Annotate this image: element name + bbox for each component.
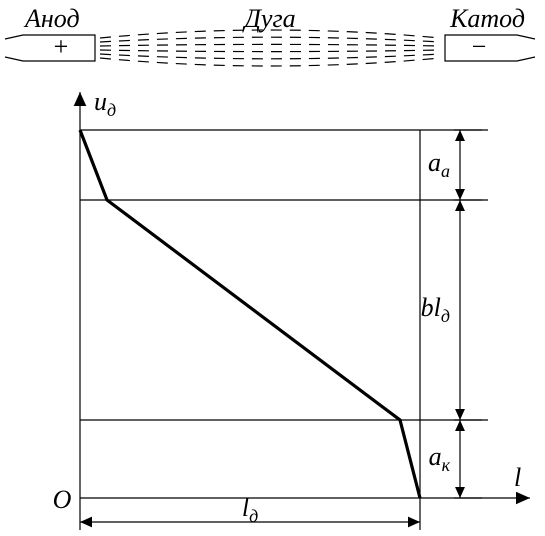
- svg-text:+: +: [54, 32, 69, 61]
- svg-text:aк: aк: [429, 442, 451, 475]
- svg-text:Анод: Анод: [23, 4, 80, 33]
- svg-text:O: O: [53, 485, 72, 514]
- svg-text:Катод: Катод: [449, 4, 525, 33]
- svg-text:−: −: [472, 32, 487, 61]
- svg-text:blд: blд: [421, 293, 450, 326]
- svg-text:Дуга: Дуга: [241, 4, 295, 33]
- svg-text:l: l: [514, 463, 521, 492]
- svg-text:aa: aa: [428, 148, 450, 181]
- svg-text:uд: uд: [94, 87, 116, 120]
